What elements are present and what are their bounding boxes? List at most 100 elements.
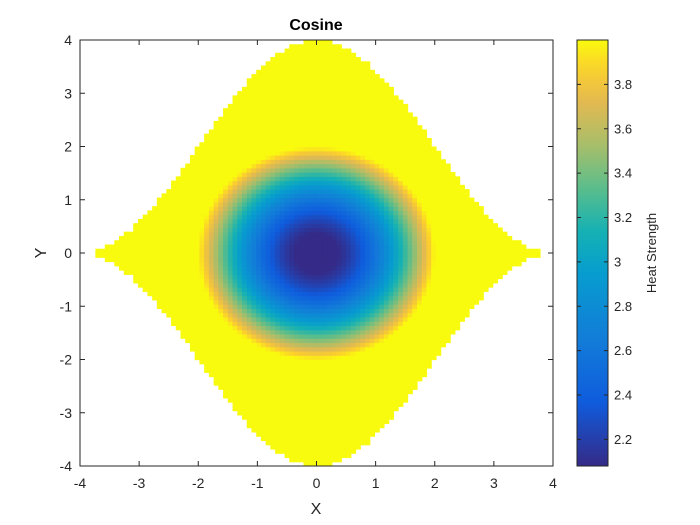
heat-cell	[166, 308, 172, 314]
heat-cell	[237, 142, 243, 148]
heat-cell	[402, 210, 409, 216]
heat-cell	[208, 333, 215, 339]
heat-cell	[312, 338, 319, 344]
heat-cell	[383, 278, 390, 284]
heat-cell	[242, 176, 248, 182]
heat-cell	[218, 125, 224, 131]
heat-cell	[223, 257, 229, 263]
heat-cell	[388, 142, 394, 148]
heat-cell	[497, 248, 503, 254]
heat-cell	[237, 197, 243, 203]
heat-cell	[289, 406, 295, 412]
heat-cell	[152, 223, 158, 229]
heat-cell	[388, 299, 394, 305]
heat-cell	[336, 248, 342, 254]
heat-cell	[374, 112, 380, 118]
heat-cell	[256, 389, 262, 395]
heat-cell	[294, 223, 300, 229]
heat-cell	[208, 257, 215, 263]
heat-cell	[303, 274, 309, 280]
heat-cell	[284, 291, 290, 297]
heat-cell	[289, 163, 295, 169]
heat-cell	[336, 389, 342, 395]
heat-cell	[213, 359, 219, 365]
heat-cell	[279, 193, 286, 199]
heat-cell	[388, 172, 394, 177]
heat-cell	[322, 244, 328, 250]
heat-cell	[232, 235, 238, 241]
heat-cell	[487, 227, 494, 233]
heat-cell	[355, 389, 361, 395]
heat-cell	[464, 299, 470, 305]
heat-cell	[393, 235, 399, 241]
heat-cell	[364, 291, 371, 297]
heat-cell	[346, 325, 352, 331]
heat-cell	[383, 150, 390, 156]
heat-cell	[284, 48, 290, 54]
heat-cell	[265, 419, 271, 424]
heat-cell	[303, 155, 309, 160]
heat-cell	[199, 278, 205, 284]
heat-cell	[260, 372, 267, 378]
heat-cell	[232, 103, 238, 109]
heat-cell	[417, 197, 423, 203]
heat-cell	[256, 265, 262, 271]
heat-cell	[128, 261, 134, 267]
heat-cell	[232, 368, 238, 373]
heat-cell	[284, 427, 290, 433]
heat-cell	[246, 146, 253, 152]
heat-cell	[294, 342, 300, 348]
heat-cell	[223, 393, 229, 399]
heat-cell	[374, 270, 380, 275]
heat-cell	[298, 410, 305, 416]
heat-cell	[398, 218, 404, 224]
heat-cell	[369, 363, 376, 369]
heat-cell	[407, 312, 413, 318]
heat-cell	[270, 137, 276, 143]
heat-cell	[270, 244, 276, 250]
heat-cell	[242, 402, 248, 407]
heat-cell	[355, 227, 361, 233]
heat-cell	[426, 304, 432, 309]
heat-cell	[346, 189, 352, 194]
heat-cell	[350, 299, 357, 305]
heat-cell	[256, 189, 262, 194]
heat-cell	[284, 176, 290, 182]
heat-cell	[213, 368, 219, 373]
heat-cell	[402, 397, 409, 403]
heat-cell	[166, 282, 172, 288]
heat-cell	[379, 253, 385, 258]
heat-cell	[303, 414, 309, 420]
heat-cell	[208, 214, 215, 220]
heat-cell	[379, 419, 385, 424]
heat-cell	[412, 129, 418, 135]
heat-cell	[346, 406, 352, 412]
heat-cell	[189, 304, 196, 309]
heat-cell	[237, 227, 243, 233]
heat-cell	[251, 414, 257, 420]
heat-cell	[426, 163, 432, 169]
heat-cell	[270, 444, 276, 450]
heat-cell	[223, 172, 229, 177]
heat-cell	[152, 278, 158, 284]
heat-cell	[199, 355, 205, 361]
heat-cell	[308, 244, 314, 250]
heat-cell	[450, 223, 456, 229]
heat-cell	[388, 248, 394, 254]
heat-cell	[204, 270, 210, 275]
heat-cell	[289, 244, 295, 250]
heat-cell	[502, 257, 508, 263]
heat-cell	[223, 372, 229, 378]
heat-cell	[242, 312, 248, 318]
heat-cell	[265, 406, 271, 412]
heat-cell	[166, 223, 172, 229]
heat-cell	[147, 270, 153, 275]
heat-cell	[199, 214, 205, 220]
heat-cell	[478, 261, 484, 267]
heat-cell	[355, 206, 361, 211]
heat-cell	[270, 299, 276, 305]
heat-cell	[298, 172, 305, 177]
heat-cell	[279, 159, 286, 165]
heat-cell	[327, 235, 333, 241]
heat-cell	[492, 270, 499, 275]
